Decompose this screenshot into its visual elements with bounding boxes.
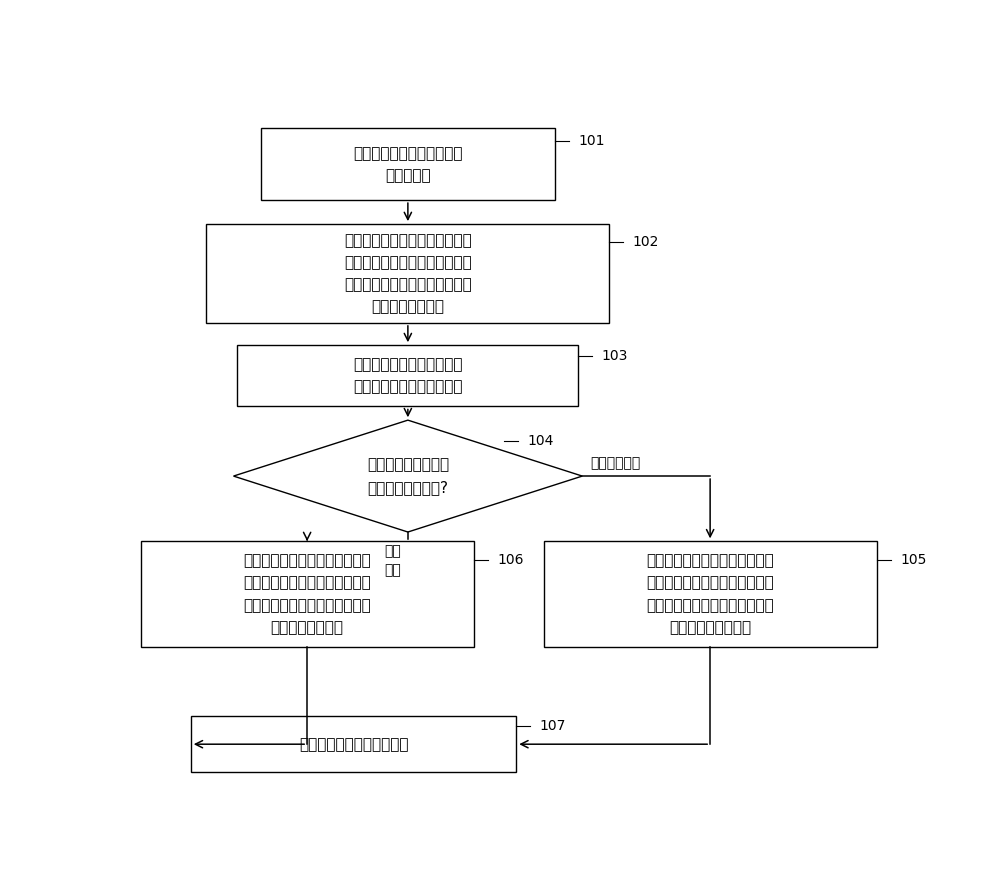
Text: 105: 105 xyxy=(900,553,926,567)
Bar xyxy=(237,346,578,407)
Bar xyxy=(140,541,474,647)
Text: 106: 106 xyxy=(497,553,524,567)
Text: 采集多普勒信号随时间变化
的频谱数据: 采集多普勒信号随时间变化 的频谱数据 xyxy=(353,145,463,183)
Text: 对采集的频谱数据应用几何法得
出对应的积分功率谱曲线，并由
所述的积分功率谱曲线进一步得
到第一最大频率值: 对采集的频谱数据应用几何法得 出对应的积分功率谱曲线，并由 所述的积分功率谱曲线… xyxy=(344,233,472,315)
Text: 根据所述的第一最大频率值
计算得出噪声所占百分比值: 根据所述的第一最大频率值 计算得出噪声所占百分比值 xyxy=(353,357,463,394)
Text: 大于等于阈值: 大于等于阈值 xyxy=(590,456,640,470)
Text: 噪声所占百分比值与
预设阈值进行比较?: 噪声所占百分比值与 预设阈值进行比较? xyxy=(367,457,449,494)
Bar xyxy=(206,224,609,323)
Bar xyxy=(261,128,555,200)
Polygon shape xyxy=(234,420,582,532)
Text: 102: 102 xyxy=(633,235,659,249)
Text: 107: 107 xyxy=(540,719,566,734)
Text: 根据所述频谱数据的噪声水平及
其第一最大频率值确定的基值和
所述的积分功率谱曲线相减，得
出第二最大频率值: 根据所述频谱数据的噪声水平及 其第一最大频率值确定的基值和 所述的积分功率谱曲线… xyxy=(243,554,371,635)
Text: 101: 101 xyxy=(578,135,605,148)
Text: 104: 104 xyxy=(527,434,553,448)
Text: 小于
阈值: 小于 阈值 xyxy=(384,544,401,577)
Text: 根据所述频谱数据的最低频率点
及其第一最大频率值确定的基值
和所述的积分功率谱曲线相减，
得出第二最大频率值: 根据所述频谱数据的最低频率点 及其第一最大频率值确定的基值 和所述的积分功率谱曲… xyxy=(646,554,774,635)
Text: 103: 103 xyxy=(602,349,628,363)
Text: 输出所述的第二最大频率值: 输出所述的第二最大频率值 xyxy=(299,736,408,751)
Bar xyxy=(191,716,516,773)
Bar xyxy=(544,541,877,647)
